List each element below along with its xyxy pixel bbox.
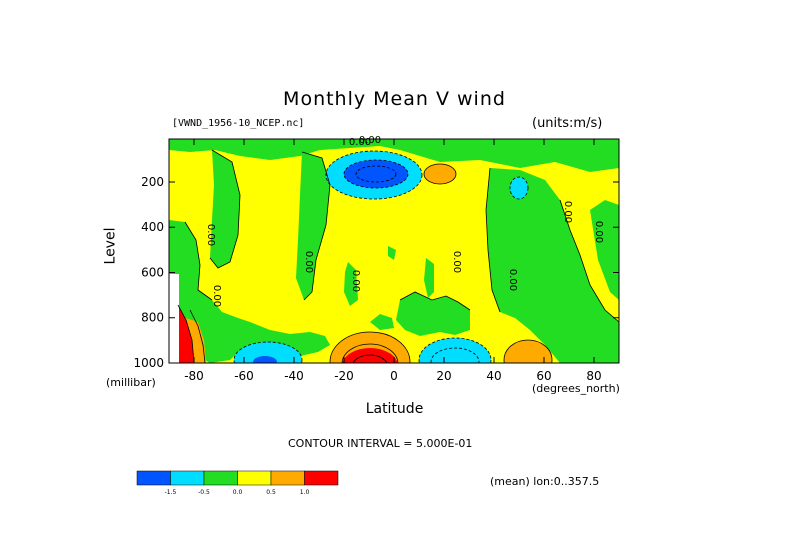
colorbar-swatch [270,470,305,486]
dataset-label: [VWND_1956-10_NCEP.nc] [172,118,305,129]
x-tick-label: 40 [486,369,501,383]
green-region-w-column [210,150,240,268]
x-tick-label: 80 [586,369,601,383]
colorbar-label: 0.0 [233,489,243,496]
orange-region-surface-east [504,340,552,363]
y-axis: 200 400 600 800 1000 [133,175,619,370]
chart-title: Monthly Mean V wind [283,88,506,110]
x-tick-label: 0 [390,369,398,383]
cyan-region-sw-surface [234,342,302,363]
green-region-small-2 [424,258,434,298]
colorbar-label: 0.5 [266,489,276,496]
green-region-center [396,292,470,336]
contour-labels: 0.000.000.000.000.000.000.000.000.000.00 [205,135,604,307]
y-tick-label: 1000 [133,356,164,370]
x-tick-label: -60 [234,369,254,383]
plot-area [169,139,619,363]
colorbar-swatch [237,470,272,486]
colorbar-swatch [203,470,238,486]
cyan-region-east-blob [510,177,528,199]
green-region-top [169,139,619,172]
contour-value-label: 0.00 [507,269,518,291]
colorbar-swatch [170,470,205,486]
x-tick-label: 60 [536,369,551,383]
contour-line [399,291,471,311]
green-region-small-4 [370,314,394,330]
contour-line [485,167,501,313]
x-axis-label-text: Latitude [365,401,424,417]
y-tick-label: 200 [141,175,164,189]
y-axis-units: (millibar) [106,376,156,389]
contour-interval-note: CONTOUR INTERVAL = 5.000E-01 [288,437,473,450]
contour-line [343,159,409,189]
x-axis: -80 -60 -40 -20 0 20 40 60 80 [184,139,602,383]
contour-value-label: 0.00 [451,251,462,273]
colorbar: -1.5 -0.5 0.0 0.5 1.0 [136,470,339,496]
contour-value-label: 0.00 [303,251,314,273]
green-region-mid-column [296,152,330,300]
green-region-small-1 [344,262,358,306]
contour-line [177,304,195,363]
colorbar-label: -0.5 [198,489,210,496]
contour-line [329,331,411,363]
colorbar-label: 1.0 [300,489,310,496]
x-axis-label: Latitude [0,401,789,417]
contour-line [559,199,619,323]
orange-region-upper [424,164,456,184]
contour-lines [177,149,619,363]
contour-value-label: 0.00 [593,221,604,243]
green-region-sw [169,220,330,363]
contour-value-label: 0.00 [562,201,573,223]
orange-region-antarctic [186,318,206,363]
blue-region-sw-surface [253,356,277,363]
units-label: (units:m/s) [532,116,603,131]
mean-note: (mean) lon:0..357.5 [490,475,600,488]
y-tick-label: 400 [141,220,164,234]
green-region-small-3 [388,246,396,260]
contour-value-label: 0.00 [350,270,361,292]
contour-line [352,354,388,363]
x-tick-label: -80 [184,369,204,383]
contour-line [503,339,553,363]
contour-value-label: 0.00 [359,135,381,146]
contour-line [189,309,206,363]
contour-line [418,337,492,363]
contour-line [423,163,457,185]
blue-region-upper-jet [344,160,408,188]
contour-line [341,343,399,363]
contour-line [509,176,529,200]
contour-line [209,149,241,269]
colorbar-label: -1.5 [165,489,177,496]
contour-value-label: 0.00 [205,224,216,246]
x-tick-label: 20 [436,369,451,383]
contour-line [184,221,213,301]
contour-line [355,165,397,183]
contour-line [233,341,303,363]
green-region-ne-column [590,200,619,300]
colorbar-swatch [136,470,171,486]
contour-value-label: 0.00 [211,285,222,307]
contour-line [325,150,423,200]
x-axis-units: (degrees_north) [532,382,620,395]
cyan-region-eq-surface [419,338,491,363]
contour-line [301,151,331,301]
green-region-east [486,168,619,363]
x-tick-label: -40 [284,369,304,383]
contour-line [430,347,480,363]
y-tick-label: 800 [141,311,164,325]
missing-data-white [169,274,179,363]
x-tick-label: -20 [334,369,354,383]
colorbar-swatch [304,470,339,486]
y-tick-label: 600 [141,265,164,279]
contour-value-label: 0.00 [349,137,371,148]
